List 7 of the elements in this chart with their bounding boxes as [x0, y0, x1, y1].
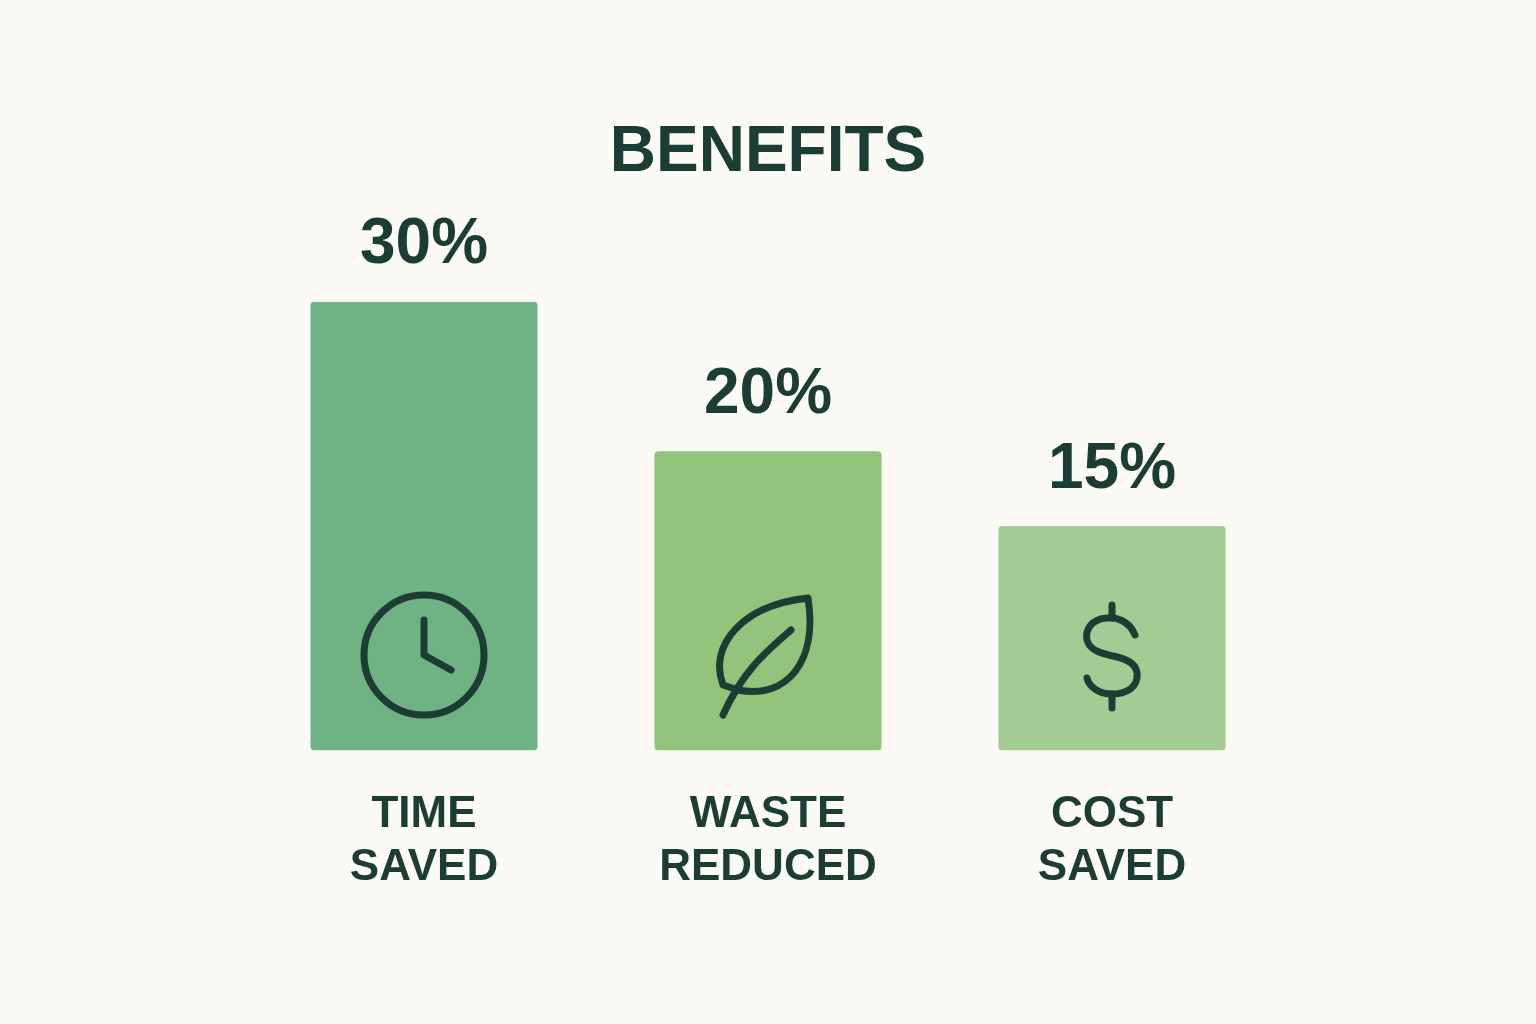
- x-tick-label: WASTE REDUCED: [659, 786, 877, 889]
- data-label: 15%: [1047, 429, 1177, 502]
- data-label: 20%: [703, 354, 833, 427]
- chart-title: BENEFITS: [609, 113, 927, 186]
- x-tick-label: COST SAVED: [1037, 786, 1187, 889]
- data-label: 30%: [359, 205, 489, 278]
- x-tick-label: TIME SAVED: [349, 786, 499, 889]
